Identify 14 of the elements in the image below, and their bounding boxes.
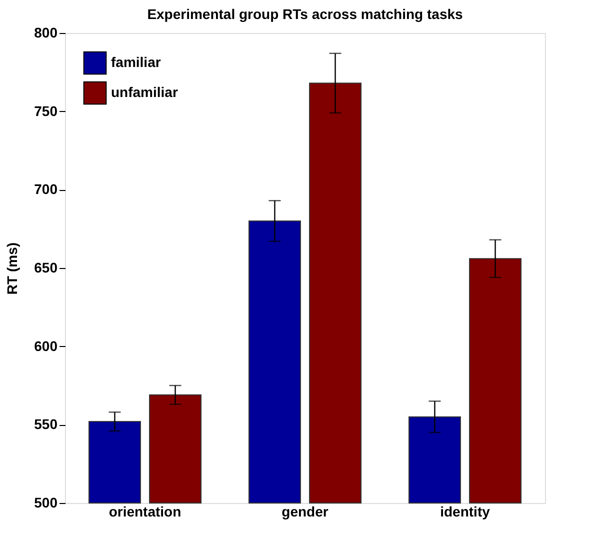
y-tick-label: 700 — [34, 181, 58, 198]
legend-label: unfamiliar — [111, 84, 178, 100]
legend-label: familiar — [111, 54, 162, 70]
y-axis-title: RT (ms) — [4, 242, 20, 295]
y-tick-label: 650 — [34, 260, 58, 276]
y-tick-label: 500 — [34, 494, 58, 510]
x-tick-label: orientation — [108, 504, 182, 520]
y-tick-label: 750 — [34, 102, 58, 119]
x-tick-label: gender — [282, 504, 329, 520]
y-tick-label: 550 — [34, 416, 58, 432]
x-tick-label: identity — [440, 504, 490, 520]
y-tick-label: 600 — [34, 338, 58, 354]
y-tick-label: 800 — [34, 24, 58, 40]
chart-title: Experimental group RTs across matching tasks — [147, 6, 464, 22]
